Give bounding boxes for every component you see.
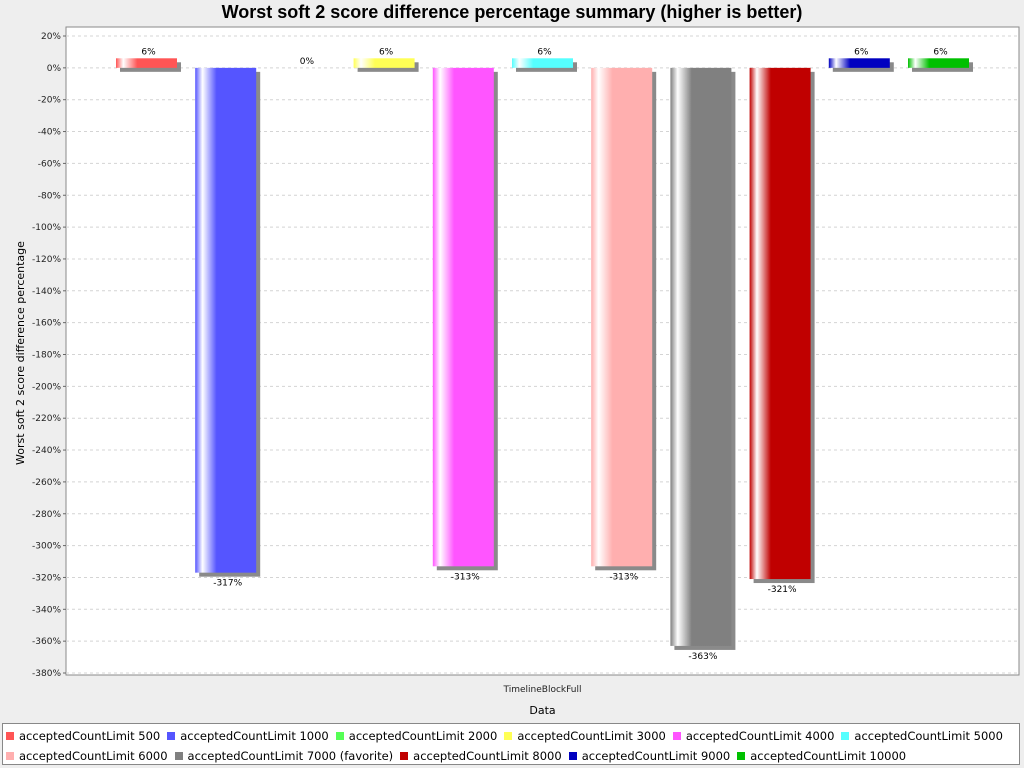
y-tick-label: -20% <box>38 96 62 106</box>
legend: acceptedCountLimit 500 acceptedCountLimit… <box>2 723 1020 765</box>
legend-item: acceptedCountLimit 10000 <box>737 749 906 763</box>
legend-swatch <box>504 732 513 740</box>
legend-swatch <box>737 752 746 760</box>
legend-swatch <box>841 732 850 740</box>
legend-swatch <box>568 752 577 760</box>
legend-item: acceptedCountLimit 6000 <box>6 749 168 763</box>
legend-swatch <box>167 732 176 740</box>
y-tick-label: -60% <box>38 159 62 169</box>
data-label: 6% <box>141 47 156 57</box>
legend-item: acceptedCountLimit 500 <box>6 729 160 743</box>
y-tick-label: -320% <box>32 573 61 583</box>
y-tick-label: -280% <box>32 510 61 520</box>
legend-row: acceptedCountLimit 6000 acceptedCountLimi… <box>6 746 1015 766</box>
y-tick-label: -40% <box>38 128 62 138</box>
legend-label: acceptedCountLimit 10000 <box>750 749 907 763</box>
data-label: 0% <box>300 57 315 67</box>
legend-item: acceptedCountLimit 4000 <box>672 729 835 743</box>
legend-label: acceptedCountLimit 8000 <box>413 749 562 763</box>
data-label: 6% <box>854 47 869 57</box>
legend-swatch <box>400 752 409 760</box>
legend-item: acceptedCountLimit 9000 <box>568 749 731 763</box>
y-tick-label: -240% <box>32 446 61 456</box>
legend-label: acceptedCountLimit 9000 <box>581 749 731 763</box>
chart-title: Worst soft 2 score difference percentage… <box>221 2 803 22</box>
legend-item: acceptedCountLimit 1000 <box>167 729 329 743</box>
y-tick-label: -340% <box>32 605 61 615</box>
y-tick-label: -160% <box>32 319 61 329</box>
legend-label: acceptedCountLimit 7000 (favorite) <box>187 749 394 763</box>
y-tick-label: -80% <box>38 191 62 201</box>
bar <box>195 67 257 573</box>
y-tick-label: 20% <box>41 32 61 42</box>
y-tick-label: -140% <box>32 287 61 297</box>
bar <box>828 58 890 68</box>
data-label: -321% <box>768 585 797 595</box>
y-tick-label: -180% <box>32 351 61 361</box>
bar <box>432 67 494 567</box>
y-tick-label: -360% <box>32 637 61 647</box>
legend-item: acceptedCountLimit 2000 <box>335 729 498 743</box>
legend-label: acceptedCountLimit 500 <box>19 729 161 743</box>
legend-row: acceptedCountLimit 500 acceptedCountLimit… <box>6 726 1015 746</box>
y-tick-label: -120% <box>32 255 61 265</box>
legend-label: acceptedCountLimit 6000 <box>19 749 168 763</box>
data-label: -313% <box>609 572 638 582</box>
bar <box>670 67 732 646</box>
legend-item: acceptedCountLimit 5000 <box>841 729 1003 743</box>
data-label: 6% <box>933 47 948 57</box>
legend-swatch <box>174 752 183 760</box>
legend-swatch <box>672 732 681 740</box>
y-tick-label: -260% <box>32 478 61 488</box>
legend-item: acceptedCountLimit 7000 (favorite) <box>174 749 394 763</box>
bar <box>908 58 969 68</box>
data-label: 6% <box>537 47 552 57</box>
legend-label: acceptedCountLimit 4000 <box>685 729 835 743</box>
y-tick-label: -220% <box>32 414 61 424</box>
legend-label: acceptedCountLimit 5000 <box>854 729 1003 743</box>
bar <box>353 58 415 68</box>
legend-item: acceptedCountLimit 8000 <box>400 749 562 763</box>
y-axis-title: Worst soft 2 score difference percentage <box>14 241 27 465</box>
data-label: -363% <box>688 652 717 662</box>
bar <box>591 67 653 567</box>
y-tick-label: -200% <box>32 382 61 392</box>
data-label: 6% <box>379 47 394 57</box>
bar <box>749 67 811 580</box>
legend-swatch <box>335 732 344 740</box>
data-label: -317% <box>213 579 242 589</box>
y-tick-label: -380% <box>32 669 61 679</box>
legend-swatch <box>6 732 14 740</box>
x-tick-label: TimelineBlockFull <box>503 685 582 695</box>
bar <box>116 58 177 68</box>
data-label: -313% <box>451 572 480 582</box>
legend-label: acceptedCountLimit 3000 <box>517 729 666 743</box>
bar-chart: 20% 0% -20% -40% -60% -80% -100% -120% -140% -160… <box>14 26 1020 717</box>
y-tick-label: -300% <box>32 542 61 552</box>
y-tick-label: -100% <box>32 223 61 233</box>
legend-item: acceptedCountLimit 3000 <box>504 729 666 743</box>
bar <box>512 58 573 68</box>
legend-swatch <box>6 752 14 760</box>
x-axis-title: Data <box>529 704 555 717</box>
legend-label: acceptedCountLimit 1000 <box>180 729 329 743</box>
y-tick-label: 0% <box>47 64 62 74</box>
legend-label: acceptedCountLimit 2000 <box>348 729 498 743</box>
